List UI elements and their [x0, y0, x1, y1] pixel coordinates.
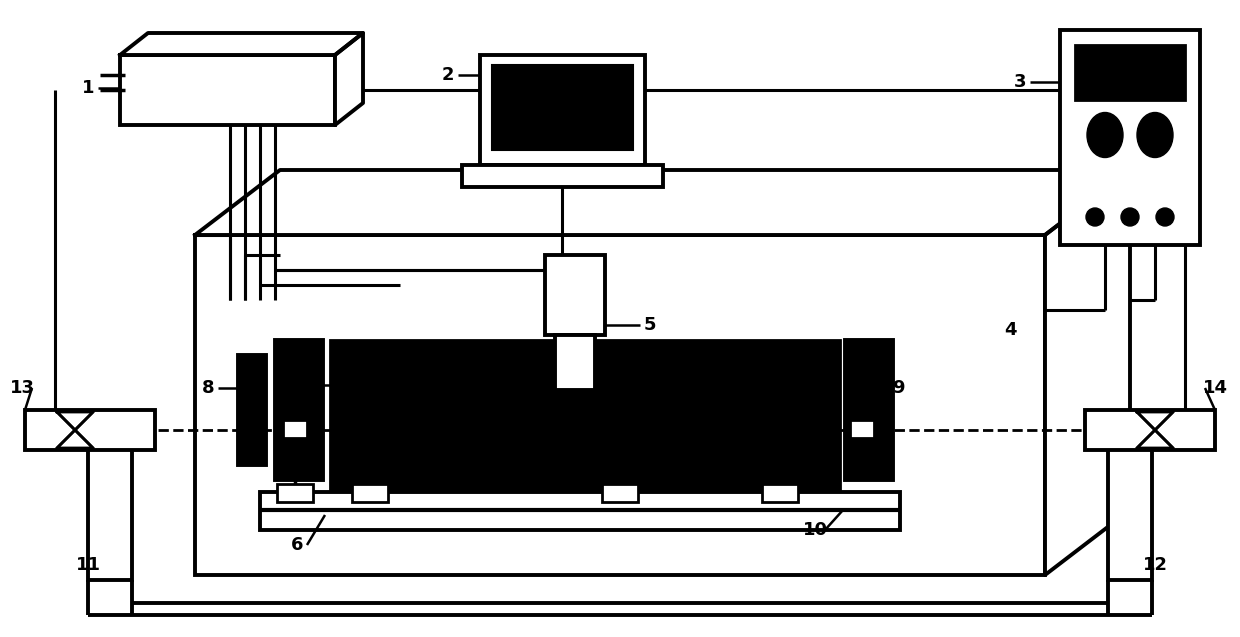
Polygon shape	[57, 412, 93, 448]
Ellipse shape	[1087, 113, 1123, 157]
Bar	[88, 440, 131, 580]
Text: 5: 5	[644, 316, 656, 334]
Bar	[1075, 45, 1185, 100]
Bar	[1109, 440, 1152, 580]
Text: 11: 11	[76, 556, 100, 574]
Bar	[260, 492, 900, 530]
Bar	[277, 484, 312, 502]
Bar	[1085, 410, 1215, 450]
Text: 12: 12	[1142, 556, 1168, 574]
Bar	[238, 355, 267, 465]
Polygon shape	[335, 33, 363, 125]
Bar	[352, 484, 388, 502]
Bar	[463, 165, 663, 187]
Circle shape	[1086, 208, 1104, 226]
Ellipse shape	[1137, 113, 1173, 157]
Text: 10: 10	[802, 521, 827, 539]
Bar	[195, 235, 1045, 575]
Polygon shape	[1137, 412, 1173, 448]
Bar	[480, 55, 645, 165]
Bar	[120, 55, 335, 125]
Text: 3: 3	[1014, 73, 1027, 91]
Text: 2: 2	[441, 66, 454, 84]
Bar	[556, 335, 595, 390]
Bar	[849, 420, 874, 438]
Bar	[844, 340, 893, 480]
Bar	[25, 410, 155, 450]
Text: 14: 14	[1203, 379, 1228, 397]
Bar	[330, 340, 839, 490]
Polygon shape	[120, 33, 363, 55]
Bar	[1060, 30, 1200, 245]
Text: 6: 6	[290, 536, 304, 554]
Text: 13: 13	[10, 379, 35, 397]
Polygon shape	[1045, 170, 1130, 575]
Bar	[283, 420, 308, 438]
Text: 8: 8	[202, 379, 215, 397]
Circle shape	[1121, 208, 1140, 226]
Bar	[492, 65, 632, 150]
Bar	[763, 484, 799, 502]
Polygon shape	[195, 170, 1130, 235]
Bar	[275, 340, 322, 480]
Circle shape	[1156, 208, 1174, 226]
Text: 7: 7	[346, 376, 358, 394]
Text: 1: 1	[82, 79, 94, 97]
Bar	[601, 484, 639, 502]
Bar	[546, 255, 605, 335]
Text: 4: 4	[1003, 321, 1017, 339]
Text: 9: 9	[892, 379, 904, 397]
